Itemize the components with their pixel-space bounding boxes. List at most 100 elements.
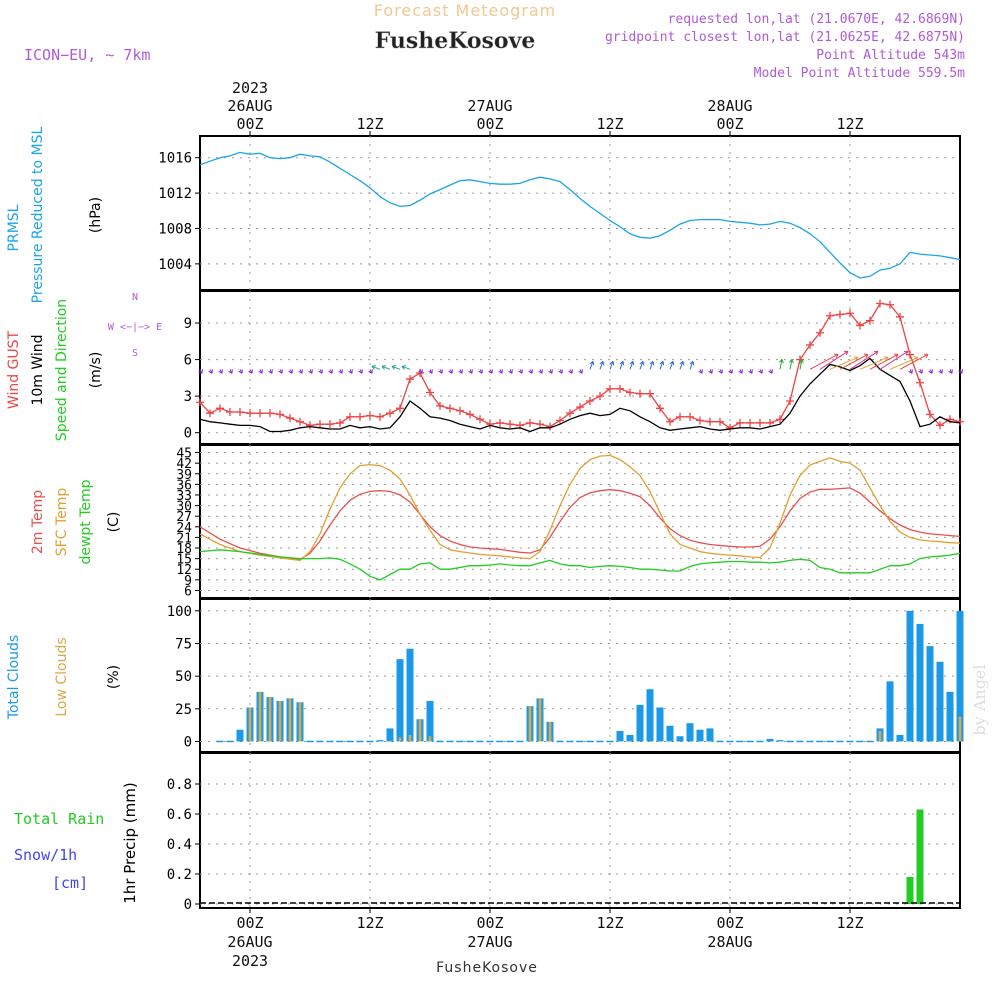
low-cloud-bar — [278, 700, 282, 742]
total-cloud-bar — [696, 729, 704, 742]
low-cloud-bar — [528, 706, 532, 742]
y-tick-label: 15 — [176, 553, 192, 568]
wind-direction-arrow — [789, 359, 793, 370]
wind-arrow-head — [619, 360, 625, 366]
wind-direction-arrow — [799, 359, 803, 370]
gust-marker — [496, 418, 504, 427]
gust-marker — [666, 417, 674, 426]
total-cloud-bar — [616, 731, 624, 742]
y-tick-label: 0.4 — [167, 837, 192, 853]
time-label-bottom: 26AUG — [227, 933, 272, 951]
wind-arrow-head — [883, 356, 889, 361]
y-axis-label: PRMSL — [6, 204, 22, 251]
y-axis-label: Total Clouds — [6, 635, 22, 720]
wind-direction-arrow — [889, 356, 919, 370]
wind-arrow-head — [458, 369, 463, 374]
gust-marker — [346, 412, 354, 421]
gust-marker — [886, 300, 894, 309]
gust-marker — [446, 404, 454, 413]
wind-direction-arrow — [859, 356, 889, 370]
gust-marker — [816, 328, 824, 337]
time-label-bottom: 28AUG — [707, 933, 752, 951]
y-tick-label: 0.2 — [167, 867, 192, 883]
wind-arrow-head — [518, 369, 523, 374]
wind-arrow-head — [609, 360, 615, 366]
wind-arrow-head — [778, 358, 784, 364]
total-cloud-bar — [896, 734, 904, 742]
total-cloud-bar — [706, 728, 714, 742]
total-cloud-bar — [886, 681, 894, 742]
gust-marker — [926, 410, 934, 419]
time-label-top: 27AUG — [467, 97, 512, 115]
gust-marker — [266, 409, 274, 418]
wind-arrow-head — [698, 369, 703, 374]
gust-marker — [876, 299, 884, 308]
wind-arrow-head — [278, 369, 283, 374]
wind-arrow-head — [938, 369, 943, 374]
precip-unit-label: [cm] — [52, 874, 88, 892]
wind-arrow-head — [548, 369, 553, 374]
wind-arrow-head — [768, 369, 773, 374]
gust-marker — [526, 418, 534, 427]
time-label-top: 26AUG — [227, 97, 272, 115]
y-tick-label: 1016 — [158, 151, 192, 167]
y-axis-label: Wind GUST — [6, 330, 22, 409]
wind-arrow-head — [498, 369, 503, 374]
gust-marker — [916, 378, 924, 387]
total-cloud-bar — [396, 659, 404, 742]
wind-arrow-head — [208, 369, 213, 374]
precip-snow-label: Snow/1h — [14, 846, 77, 864]
low-cloud-bar — [958, 716, 962, 742]
wind-arrow-head — [381, 365, 386, 370]
wind-arrow-head — [918, 369, 923, 374]
gust-marker — [246, 409, 254, 418]
y-tick-label: 6 — [184, 584, 192, 599]
total-cloud-bar — [936, 661, 944, 742]
gust-marker — [406, 375, 414, 384]
wind-direction-arrow — [639, 361, 644, 370]
wind-direction-arrow — [899, 353, 929, 370]
wind-arrow-head — [928, 369, 933, 374]
wind-arrow-head — [903, 350, 909, 356]
time-label-top: 28AUG — [707, 97, 752, 115]
y-axis-label: dewpt Temp — [78, 479, 94, 564]
gust-marker — [606, 384, 614, 393]
gust-marker — [396, 404, 404, 413]
wind-direction-arrow — [381, 365, 391, 370]
wind-direction-arrow — [689, 361, 694, 370]
wind-arrow-head — [958, 369, 963, 374]
wind-direction-arrow — [779, 359, 783, 370]
wind-arrow-head — [338, 369, 343, 374]
series-line-pressure — [199, 151, 961, 279]
time-label-top: 2023 — [232, 79, 268, 97]
time-label-bottom: 00Z — [236, 914, 263, 932]
gust-marker — [306, 421, 314, 430]
gust-marker — [216, 404, 224, 413]
title-top: Forecast Meteogram — [374, 1, 556, 20]
y-axis-label: 1hr Precip (mm) — [121, 782, 139, 903]
wind-arrow-head — [843, 350, 849, 356]
wind-arrow-head — [371, 365, 376, 370]
total-cloud-bar — [636, 704, 644, 742]
wind-arrow-head — [659, 360, 665, 366]
y-tick-label: 100 — [167, 604, 192, 620]
gust-marker — [426, 388, 434, 397]
series-line-wind — [199, 357, 961, 433]
total-cloud-bar — [956, 610, 964, 742]
gust-marker — [466, 410, 474, 419]
time-label-bottom: 00Z — [476, 914, 503, 932]
y-tick-label: 1004 — [158, 257, 192, 273]
low-cloud-bar — [418, 719, 422, 742]
wind-arrow-head — [913, 356, 919, 361]
wind-arrow-head — [368, 369, 373, 374]
wind-direction-arrow — [679, 361, 684, 370]
wind-direction-arrow — [839, 353, 869, 370]
time-label-bottom: 27AUG — [467, 933, 512, 951]
wind-arrow-head — [788, 358, 794, 364]
wind-direction-arrow — [609, 361, 614, 370]
total-cloud-bar — [686, 723, 694, 742]
wind-arrow-head — [308, 369, 313, 374]
wind-arrow-head — [348, 369, 353, 374]
y-tick-label: 33 — [176, 489, 192, 504]
gust-marker — [376, 412, 384, 421]
